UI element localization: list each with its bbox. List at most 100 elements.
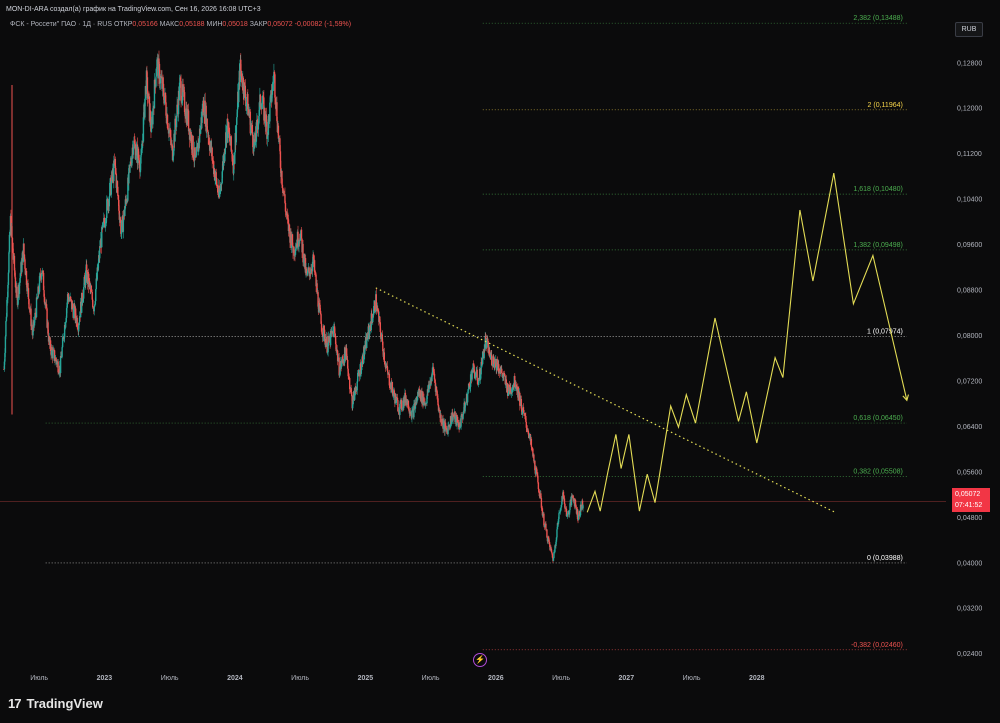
candle-body xyxy=(174,118,177,125)
candle-body xyxy=(4,336,7,353)
candle-body xyxy=(65,317,67,322)
candle-body xyxy=(364,349,366,355)
candle-body xyxy=(11,237,14,243)
candle-body xyxy=(273,71,275,83)
candle-body xyxy=(440,414,442,423)
candle-body xyxy=(459,426,462,428)
candle-body xyxy=(436,390,438,396)
candle-body xyxy=(244,82,246,86)
candle-body xyxy=(428,384,431,389)
time-tick-label: Июль xyxy=(291,675,309,682)
candle-body xyxy=(17,298,19,306)
candle-body xyxy=(77,325,80,332)
candle-body xyxy=(19,273,22,279)
candle-body xyxy=(133,140,136,143)
candle-body xyxy=(96,267,98,280)
candle-body xyxy=(121,220,123,234)
candle-body xyxy=(118,199,120,211)
candle-body xyxy=(144,98,146,118)
candle-body xyxy=(454,416,457,423)
candle-body xyxy=(582,505,584,509)
candle-body xyxy=(536,469,538,474)
candle-body xyxy=(6,299,8,317)
candle-body xyxy=(323,329,326,342)
candle-body xyxy=(318,302,320,313)
low-label: МИН xyxy=(206,21,223,28)
candle-body xyxy=(477,381,480,385)
candle-body xyxy=(216,185,218,187)
candle-body xyxy=(298,240,300,246)
candle-body xyxy=(284,202,287,212)
footer xyxy=(0,686,1000,723)
candle-body xyxy=(85,270,87,286)
high-value: 0,05188 xyxy=(179,21,205,28)
candle-body xyxy=(311,261,314,271)
candle-body xyxy=(182,84,184,93)
candle-body xyxy=(486,339,488,348)
candle-body xyxy=(281,184,284,188)
candle-body xyxy=(550,546,552,549)
candle-body xyxy=(261,103,263,109)
candle-body xyxy=(473,365,475,373)
candle-body xyxy=(156,59,158,69)
candle-body xyxy=(374,311,376,313)
candle-body xyxy=(272,82,275,84)
currency-badge[interactable]: RUB xyxy=(955,22,983,37)
candle-body xyxy=(346,359,349,369)
symbol-legend: ФСК - Россети" ПАО · 1Д · RUS ОТКР0,0516… xyxy=(10,21,351,28)
candle-body xyxy=(367,339,369,340)
candle-body xyxy=(255,141,257,143)
symbol-name[interactable]: ФСК - Россети" ПАО · 1Д · RUS xyxy=(10,21,112,28)
candle-body xyxy=(416,396,419,401)
time-tick-label: Июль xyxy=(683,675,701,682)
candle-body xyxy=(297,231,299,247)
candle-body xyxy=(399,403,401,416)
candle-body xyxy=(306,270,309,276)
candle-body xyxy=(392,393,395,396)
candle-body xyxy=(216,178,218,186)
candle-body xyxy=(199,125,202,134)
candle-body xyxy=(370,313,372,331)
candle-body xyxy=(128,165,131,169)
candle-body xyxy=(375,294,377,310)
candle-body xyxy=(300,229,303,239)
candle-body xyxy=(67,294,69,297)
time-tick-label: 2027 xyxy=(619,675,635,682)
candle-body xyxy=(566,515,568,517)
candle-body xyxy=(217,186,219,193)
candle-body xyxy=(579,515,581,517)
candle-body xyxy=(559,508,562,512)
candle-body xyxy=(313,260,316,272)
candle-body xyxy=(259,94,262,107)
lightning-event-icon[interactable]: ⚡ xyxy=(473,653,487,667)
candle-body xyxy=(34,312,36,320)
candle-body xyxy=(284,194,286,203)
candle-body xyxy=(155,68,158,77)
candle-body xyxy=(565,508,568,517)
candle-body xyxy=(171,143,173,146)
candle-body xyxy=(554,545,556,552)
candle-body xyxy=(124,208,126,217)
candle-body xyxy=(557,519,560,525)
candle-body xyxy=(569,503,571,511)
candle-body xyxy=(192,156,195,161)
candle-body xyxy=(501,368,503,373)
candle-body xyxy=(181,84,184,101)
candle-body xyxy=(356,390,358,392)
candle-body xyxy=(109,182,111,197)
candle-body xyxy=(181,100,183,103)
candle-body xyxy=(9,231,11,235)
candle-body xyxy=(476,380,479,383)
candle-body xyxy=(205,105,207,131)
candle-body xyxy=(528,435,531,438)
candle-body xyxy=(479,368,481,380)
candle-body xyxy=(127,177,129,201)
tradingview-brand[interactable]: 17 TradingView xyxy=(8,696,103,711)
candle-body xyxy=(409,411,412,414)
candle-body xyxy=(401,408,403,410)
candle-body xyxy=(382,341,384,352)
candle-body xyxy=(572,495,574,498)
candle-body xyxy=(570,495,573,506)
candle-body xyxy=(142,117,145,142)
